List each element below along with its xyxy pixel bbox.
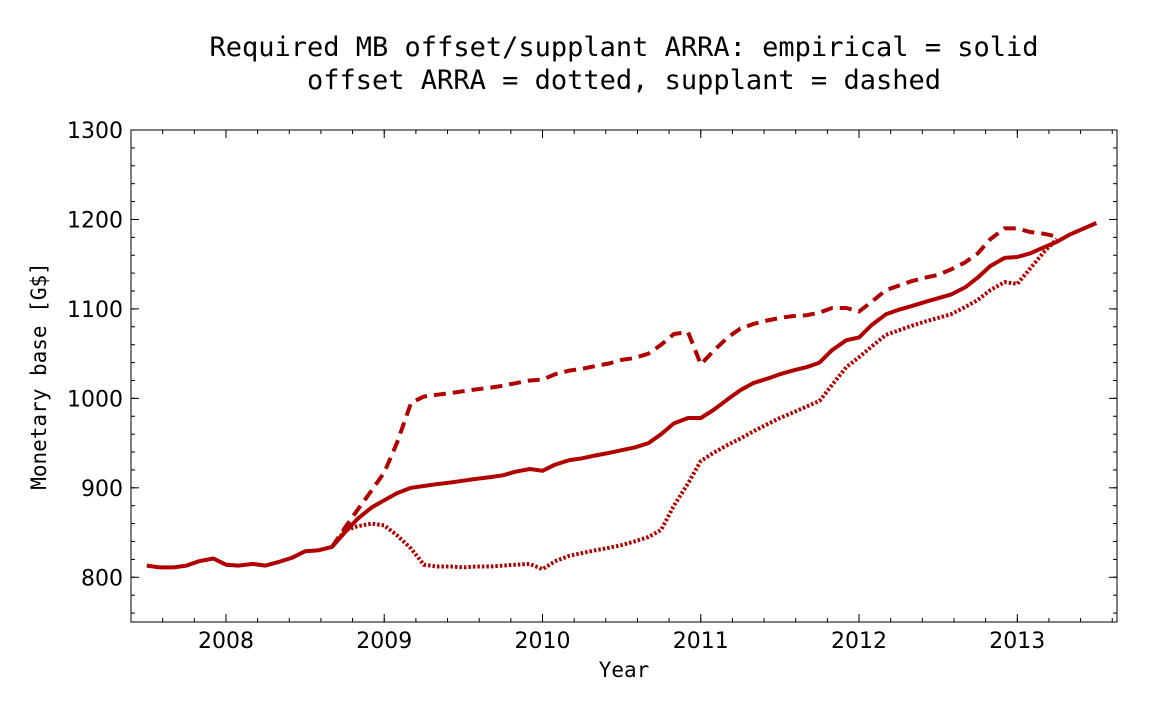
- series-line-dotted: [330, 237, 1059, 572]
- y-tick-label: 1300: [67, 119, 123, 144]
- x-tick-label: 2013: [989, 629, 1045, 654]
- series-line-solid: [146, 221, 1098, 570]
- y-tick-labels: 800 900 1000 1100 1200 1300: [67, 119, 123, 591]
- x-tick-label: 2008: [198, 629, 254, 654]
- minor-ticks: [130, 129, 1117, 622]
- major-ticks: [131, 129, 1117, 622]
- y-tick-label: 1200: [67, 208, 123, 233]
- chart-subtitle: offset ARRA = dotted, supplant = dashed: [307, 65, 941, 96]
- x-tick-labels: 2008 2009 2010 2011 2012 2013: [198, 629, 1045, 654]
- y-axis-label: Monetary base [G$]: [27, 262, 51, 490]
- x-tick-label: 2009: [356, 629, 412, 654]
- series-group: [146, 221, 1098, 572]
- y-tick-label: 900: [81, 477, 123, 502]
- y-tick-label: 800: [81, 566, 123, 591]
- x-tick-label: 2011: [673, 629, 729, 654]
- plot-frame: [130, 129, 1118, 623]
- y-tick-label: 1100: [67, 298, 123, 323]
- x-tick-label: 2012: [831, 629, 887, 654]
- y-tick-label: 1000: [67, 387, 123, 412]
- series-line-dashed: [330, 226, 1058, 549]
- chart-title: Required MB offset/supplant ARRA: empiri…: [209, 32, 1038, 63]
- x-tick-label: 2010: [514, 629, 570, 654]
- x-axis-label: Year: [599, 658, 650, 682]
